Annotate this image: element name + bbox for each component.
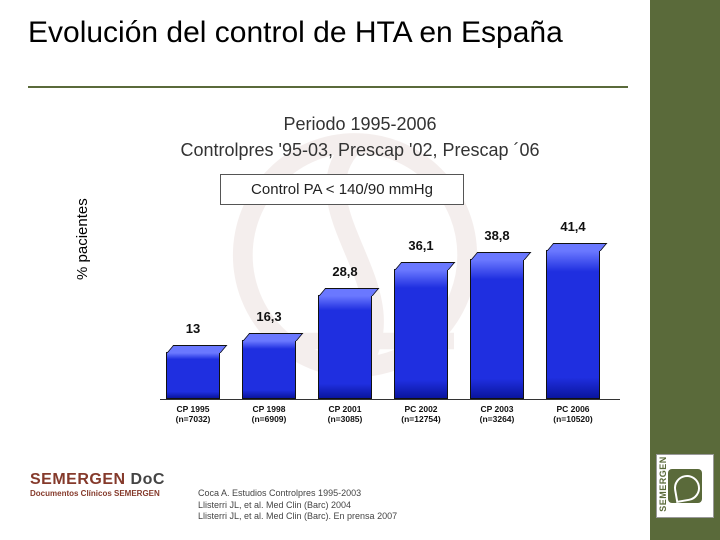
subtitle-line-2: Controlpres '95-03, Prescap '02, Prescap… (0, 140, 720, 161)
page-title: Evolución del control de HTA en España (28, 16, 563, 50)
bar-value-label: 16,3 (242, 309, 296, 324)
chart-box-label: Control PA < 140/90 mmHg (220, 174, 464, 205)
x-tick-label: PC 2006(n=10520) (537, 404, 609, 424)
brand-badge-icon (668, 469, 702, 503)
footer-org-line1: SEMERGEN DoC (30, 471, 165, 489)
bar-value-label: 13 (166, 321, 220, 336)
bar: 38,8 (470, 252, 524, 399)
bar-body (166, 352, 220, 399)
footer-org-name: SEMERGEN (30, 471, 131, 488)
x-tick-label: CP 2001(n=3085) (309, 404, 381, 424)
plot-area: 13 16,3 28,8 36,1 38,8 41,4 (160, 220, 620, 400)
x-tick-label: CP 1995(n=7032) (157, 404, 229, 424)
bar-top-face (547, 243, 608, 251)
bar-chart: 1316,328,836,138,841,4 CP 1995(n=7032)CP… (130, 220, 620, 430)
bar-value-label: 36,1 (394, 238, 448, 253)
footer-org-line2: Documentos Clínicos SEMERGEN (30, 489, 165, 498)
footer-org-doc: DoC (131, 471, 165, 488)
bar-top-face (167, 345, 228, 353)
x-tick-label: PC 2002(n=12754) (385, 404, 457, 424)
bar-body (242, 340, 296, 399)
footer-references: Coca A. Estudios Controlpres 1995-2003 L… (198, 488, 397, 522)
y-axis-label: % pacientes (74, 198, 91, 280)
bar-value-label: 41,4 (546, 219, 600, 234)
right-rail: SEMERGEN (650, 0, 720, 540)
bar-body (318, 295, 372, 399)
title-rule (28, 86, 628, 88)
bar-top-face (243, 333, 304, 341)
bar-body (546, 250, 600, 399)
bar-body (394, 269, 448, 399)
bar: 13 (166, 345, 220, 399)
bar-top-face (471, 252, 532, 260)
bar-value-label: 38,8 (470, 228, 524, 243)
brand-badge: SEMERGEN (656, 454, 714, 518)
bar: 16,3 (242, 333, 296, 399)
x-tick-label: CP 1998(n=6909) (233, 404, 305, 424)
x-axis-labels: CP 1995(n=7032)CP 1998(n=6909)CP 2001(n=… (160, 404, 620, 444)
ref-3: Llisterri JL, et al. Med Clin (Barc). En… (198, 511, 397, 522)
bar-top-face (319, 288, 380, 296)
slide: SEMERGEN Evolución del control de HTA en… (0, 0, 720, 540)
ref-1: Coca A. Estudios Controlpres 1995-2003 (198, 488, 397, 499)
bar-body (470, 259, 524, 399)
ref-2: Llisterri JL, et al. Med Clin (Barc) 200… (198, 500, 397, 511)
x-tick-label: CP 2003(n=3264) (461, 404, 533, 424)
bar-value-label: 28,8 (318, 264, 372, 279)
footer-org: SEMERGEN DoC Documentos Clínicos SEMERGE… (30, 471, 165, 498)
brand-badge-text: SEMERGEN (658, 456, 668, 512)
bar: 36,1 (394, 262, 448, 399)
bar: 28,8 (318, 288, 372, 399)
bar: 41,4 (546, 243, 600, 399)
bar-top-face (395, 262, 456, 270)
subtitle-line-1: Periodo 1995-2006 (0, 114, 720, 135)
